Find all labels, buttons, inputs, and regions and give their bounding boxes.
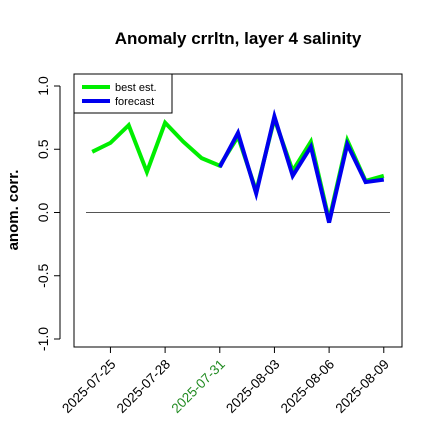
- y-tick-label: 1.0: [35, 76, 51, 96]
- y-tick-label: 0.5: [35, 139, 51, 159]
- legend-label-best-est: best est.: [115, 82, 157, 94]
- series-line-forecast: [218, 108, 385, 224]
- x-tick-label: 2025-07-28: [114, 357, 173, 416]
- legend-box: [73, 73, 173, 114]
- x-tick-label: 2025-08-06: [278, 357, 337, 416]
- y-tick-label: -1.0: [35, 327, 51, 351]
- x-tick-label: 2025-08-03: [223, 357, 282, 416]
- plot-frame: [73, 73, 403, 348]
- y-axis-label: anom. corr.: [5, 170, 22, 251]
- y-tick-label: 0.0: [35, 203, 51, 223]
- y-tick-label: -0.5: [35, 263, 51, 287]
- x-tick-label: 2025-07-31: [168, 357, 227, 416]
- plot-area: -1.0-0.50.00.51.02025-07-252025-07-28202…: [35, 73, 403, 416]
- x-tick-label: 2025-07-25: [59, 357, 118, 416]
- chart-title: Anomaly crrltn, layer 4 salinity: [115, 29, 362, 48]
- x-tick-label: 2025-08-09: [332, 357, 391, 416]
- legend-label-forecast: forecast: [115, 96, 154, 108]
- legend: best est. forecast: [73, 73, 173, 114]
